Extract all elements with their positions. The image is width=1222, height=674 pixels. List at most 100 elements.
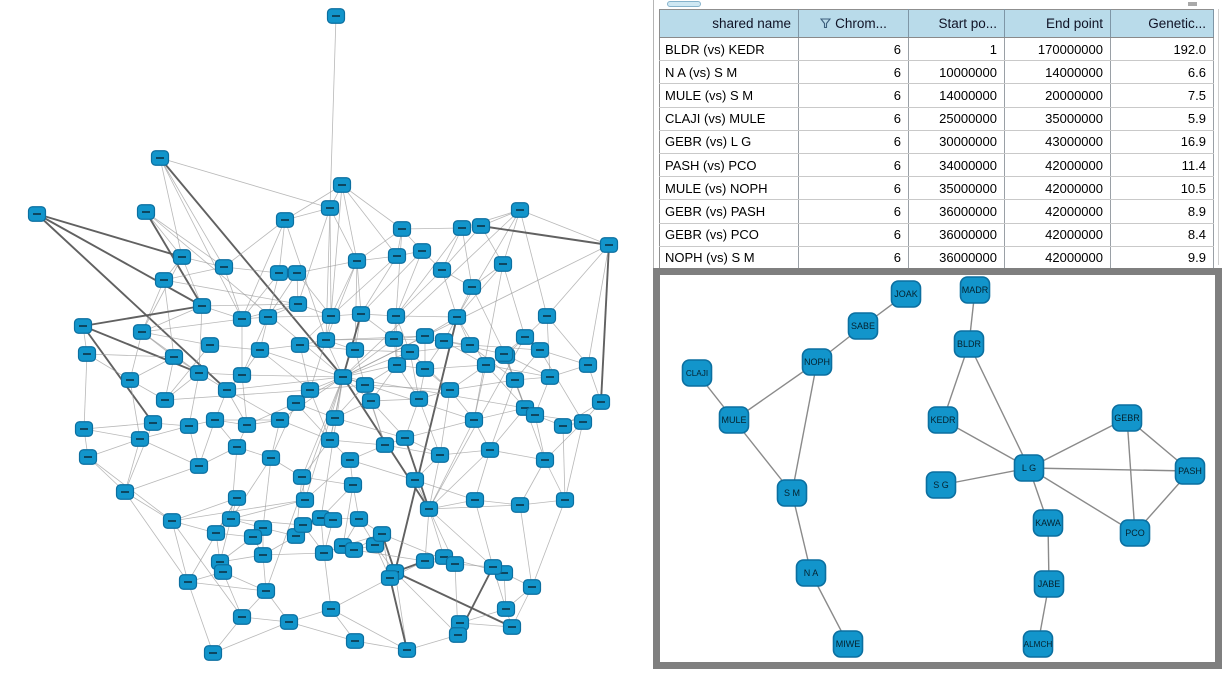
- network-node[interactable]: [120, 372, 140, 388]
- network-node[interactable]: [300, 382, 320, 398]
- cell-value[interactable]: 14000000: [908, 83, 1005, 108]
- network-node[interactable]: [189, 365, 209, 381]
- network-node[interactable]: [430, 447, 450, 463]
- sub-network-canvas[interactable]: JOAK MADR SABE BLDR NOPH CLAJI KEDR GEBR MULE L G…: [660, 275, 1215, 662]
- network-node[interactable]: [164, 349, 184, 365]
- network-node[interactable]: [333, 369, 353, 385]
- network-node[interactable]: [540, 369, 560, 385]
- cell-value[interactable]: 43000000: [1004, 130, 1111, 154]
- network-node[interactable]: [213, 564, 233, 580]
- table-row[interactable]: NOPH (vs) S M 6 36000000 42000000 9.9: [659, 246, 1214, 270]
- network-edge[interactable]: [791, 361, 818, 494]
- network-node[interactable]: [275, 212, 295, 228]
- network-node[interactable]: [287, 265, 307, 281]
- network-node[interactable]: [375, 437, 395, 453]
- table-row[interactable]: BLDR (vs) KEDR 6 1 170000000 192.0: [659, 37, 1214, 62]
- network-node[interactable]: [340, 452, 360, 468]
- network-node[interactable]: [591, 394, 611, 410]
- network-node[interactable]: [243, 529, 263, 545]
- network-node[interactable]: [325, 410, 345, 426]
- network-node[interactable]: [505, 372, 525, 388]
- scrollbar-thumb[interactable]: [667, 1, 701, 7]
- network-node[interactable]: [295, 492, 315, 508]
- cell-shared-name[interactable]: NOPH (vs) S M: [659, 246, 799, 270]
- cell-value[interactable]: 9.9: [1110, 246, 1214, 270]
- network-node[interactable]: [483, 559, 503, 575]
- main-network-svg[interactable]: [0, 0, 653, 669]
- network-node[interactable]: [355, 377, 375, 393]
- network-node[interactable]: [419, 501, 439, 517]
- column-header-1[interactable]: Chrom...: [798, 9, 909, 38]
- network-node[interactable]: [205, 412, 225, 428]
- network-node[interactable]: [189, 458, 209, 474]
- node-JABE[interactable]: JABE: [1033, 570, 1065, 598]
- network-node[interactable]: [27, 206, 47, 222]
- cell-shared-name[interactable]: GEBR (vs) L G: [659, 130, 799, 154]
- node-N-A[interactable]: N A: [795, 559, 827, 587]
- network-node[interactable]: [290, 337, 310, 353]
- network-node[interactable]: [192, 298, 212, 314]
- network-node[interactable]: [345, 342, 365, 358]
- network-node[interactable]: [227, 439, 247, 455]
- cell-value[interactable]: 42000000: [1004, 176, 1111, 201]
- network-node[interactable]: [510, 202, 530, 218]
- network-node[interactable]: [460, 337, 480, 353]
- column-header-4[interactable]: Genetic...: [1110, 9, 1214, 38]
- network-node[interactable]: [471, 218, 491, 234]
- node-BLDR[interactable]: BLDR: [953, 330, 985, 358]
- cell-shared-name[interactable]: MULE (vs) S M: [659, 83, 799, 108]
- network-node[interactable]: [345, 633, 365, 649]
- network-node[interactable]: [387, 357, 407, 373]
- network-node[interactable]: [405, 472, 425, 488]
- cell-shared-name[interactable]: GEBR (vs) PCO: [659, 223, 799, 247]
- cell-shared-name[interactable]: BLDR (vs) KEDR: [659, 37, 799, 62]
- network-node[interactable]: [387, 248, 407, 264]
- network-node[interactable]: [250, 342, 270, 358]
- cell-value[interactable]: 11.4: [1110, 153, 1214, 178]
- node-MADR[interactable]: MADR: [959, 276, 991, 304]
- network-node[interactable]: [412, 243, 432, 259]
- cell-value[interactable]: 6: [798, 83, 909, 108]
- network-node[interactable]: [269, 265, 289, 281]
- network-node[interactable]: [155, 392, 175, 408]
- cell-value[interactable]: 42000000: [1004, 223, 1111, 247]
- column-header-0[interactable]: shared name: [659, 9, 799, 38]
- network-node[interactable]: [447, 309, 467, 325]
- cell-value[interactable]: 10000000: [908, 60, 1005, 85]
- network-node[interactable]: [227, 490, 247, 506]
- node-MIWE[interactable]: MIWE: [832, 630, 864, 658]
- cell-value[interactable]: 20000000: [1004, 83, 1111, 108]
- cell-value[interactable]: 34000000: [908, 153, 1005, 178]
- network-node[interactable]: [395, 430, 415, 446]
- network-node[interactable]: [130, 431, 150, 447]
- cell-value[interactable]: 6.6: [1110, 60, 1214, 85]
- network-node[interactable]: [232, 609, 252, 625]
- cell-value[interactable]: 6: [798, 153, 909, 178]
- network-node[interactable]: [462, 279, 482, 295]
- network-node[interactable]: [349, 511, 369, 527]
- cell-value[interactable]: 42000000: [1004, 153, 1111, 178]
- network-node[interactable]: [599, 237, 619, 253]
- network-node[interactable]: [409, 391, 429, 407]
- network-node[interactable]: [286, 395, 306, 411]
- table-row[interactable]: GEBR (vs) PASH 6 36000000 42000000 8.9: [659, 199, 1214, 224]
- network-node[interactable]: [515, 329, 535, 345]
- network-node[interactable]: [253, 547, 273, 563]
- network-node[interactable]: [172, 249, 192, 265]
- network-node[interactable]: [332, 177, 352, 193]
- network-node[interactable]: [392, 221, 412, 237]
- network-node[interactable]: [397, 642, 417, 658]
- table-row[interactable]: PASH (vs) PCO 6 34000000 42000000 11.4: [659, 153, 1214, 178]
- network-node[interactable]: [553, 418, 573, 434]
- column-header-2[interactable]: Start po...: [908, 9, 1005, 38]
- cell-value[interactable]: 6: [798, 37, 909, 62]
- network-node[interactable]: [292, 469, 312, 485]
- network-node[interactable]: [73, 318, 93, 334]
- network-node[interactable]: [316, 332, 336, 348]
- network-node[interactable]: [154, 272, 174, 288]
- network-node[interactable]: [115, 484, 135, 500]
- cell-shared-name[interactable]: PASH (vs) PCO: [659, 153, 799, 178]
- network-node[interactable]: [237, 417, 257, 433]
- cell-shared-name[interactable]: GEBR (vs) PASH: [659, 199, 799, 224]
- network-node[interactable]: [494, 346, 514, 362]
